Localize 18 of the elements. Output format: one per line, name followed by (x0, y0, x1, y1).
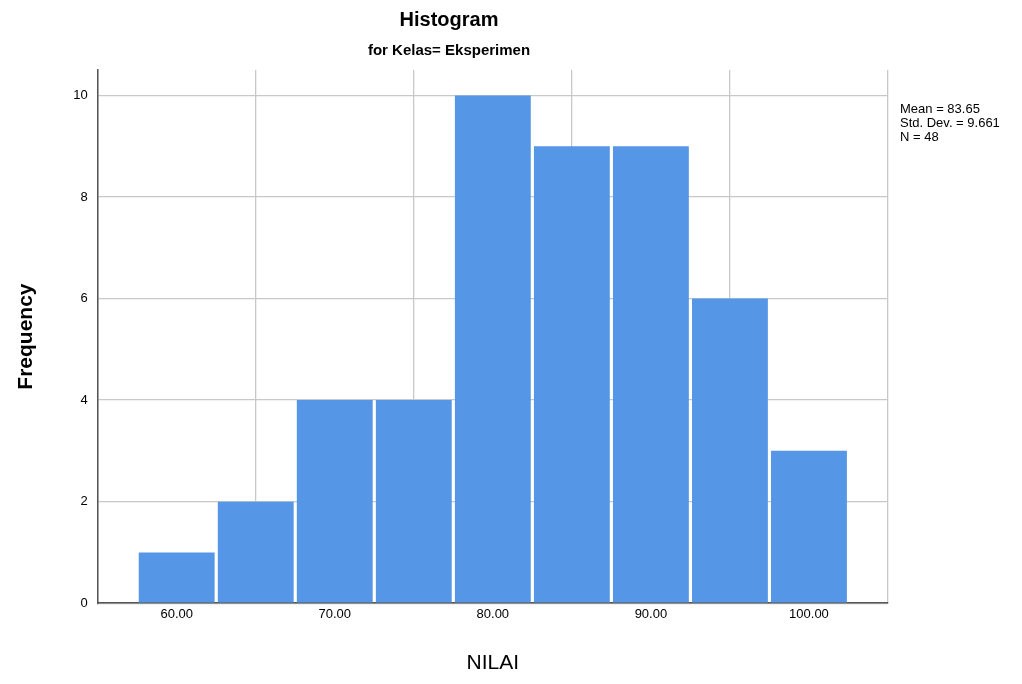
y-tick-label: 2 (80, 493, 88, 509)
x-axis-title: NILAI (466, 650, 520, 674)
x-tick-label: 60.00 (160, 605, 193, 621)
x-tick-label: 70.00 (318, 605, 352, 621)
text: Std. Dev. = 9.661 (900, 115, 1000, 131)
text: N = 48 (900, 129, 939, 145)
y-tick-label: 8 (80, 188, 88, 204)
chart-title: Histogram (399, 7, 499, 30)
y-tick-label: 4 (80, 391, 88, 407)
x-tick-label: 90.00 (634, 605, 668, 621)
y-tick-label: 6 (80, 290, 88, 306)
text: Mean = 83.65 (900, 101, 980, 117)
x-tick-label: 80.00 (476, 605, 510, 621)
y-tick-label: 0 (80, 594, 88, 610)
chart-subtitle: for Kelas= Eksperimen (367, 41, 531, 59)
x-tick-label: 100.00 (789, 605, 829, 621)
y-axis-title: Frequency (13, 283, 37, 390)
y-tick-label: 10 (73, 86, 88, 102)
